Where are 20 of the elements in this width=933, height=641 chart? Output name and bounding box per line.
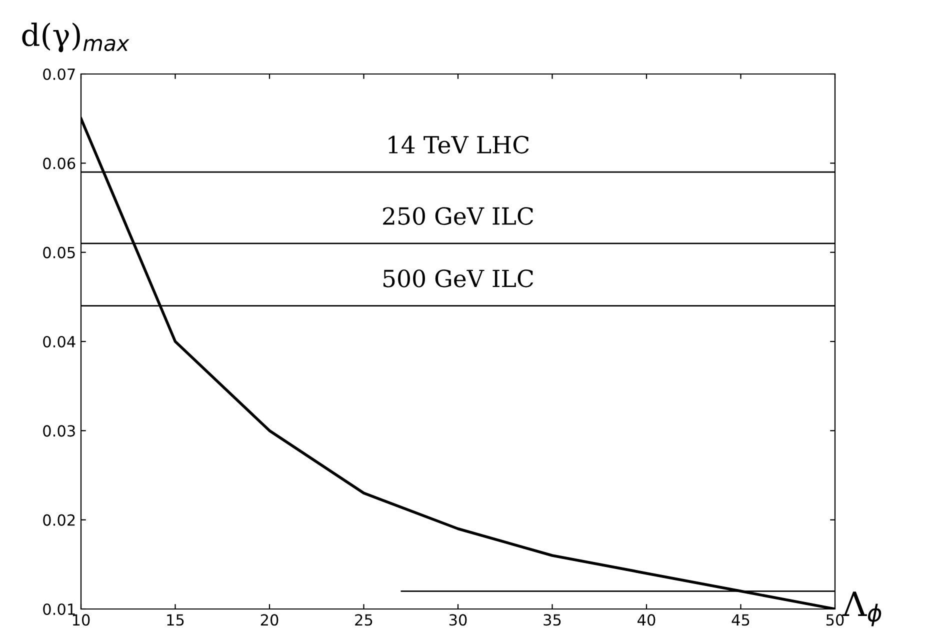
x-tick-label: 35 [544, 614, 561, 626]
x-tick-label: 25 [355, 614, 372, 626]
y-tick-label: 0.04 [43, 336, 76, 348]
y-tick-label: 0.02 [43, 514, 75, 526]
y-tick-label: 0.05 [43, 246, 75, 258]
y-axis-title: d(γ)$_{max}$ [22, 22, 130, 52]
x-tick-label: 20 [260, 614, 278, 626]
y-tick-label: 0.07 [43, 68, 75, 80]
x-tick-label: 45 [732, 614, 750, 626]
y-tick-label: 0.03 [43, 425, 75, 437]
ref-line-label: 500 GeV ILC [383, 270, 534, 288]
ref-line-label: 250 GeV ILC [383, 207, 534, 225]
x-tick-label: 30 [449, 614, 467, 626]
x-tick-label: 50 [826, 614, 844, 626]
y-tick-label: 0.01 [43, 603, 75, 616]
x-tick-label: 40 [638, 614, 656, 626]
y-tick-label: 0.06 [43, 158, 76, 170]
ref-line-label: 14 TeV LHC [388, 136, 529, 154]
x-tick-label: 15 [167, 614, 184, 626]
x-tick-label: 10 [72, 614, 90, 626]
